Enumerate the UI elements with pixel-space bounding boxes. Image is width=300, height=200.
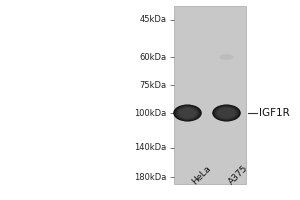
Ellipse shape <box>215 106 238 120</box>
Ellipse shape <box>215 106 238 120</box>
Bar <box>174 6 246 184</box>
Ellipse shape <box>179 108 196 118</box>
Ellipse shape <box>218 108 235 118</box>
Ellipse shape <box>216 107 237 119</box>
Text: 45kDa: 45kDa <box>140 16 166 24</box>
Ellipse shape <box>173 104 202 121</box>
Ellipse shape <box>219 54 234 60</box>
Ellipse shape <box>178 107 197 119</box>
Text: 75kDa: 75kDa <box>140 81 166 90</box>
Ellipse shape <box>177 106 198 120</box>
Text: A375: A375 <box>226 163 249 186</box>
Text: 140kDa: 140kDa <box>134 144 166 152</box>
Ellipse shape <box>180 108 195 118</box>
Ellipse shape <box>178 107 197 119</box>
Ellipse shape <box>213 105 240 121</box>
Ellipse shape <box>216 107 237 119</box>
Text: 100kDa: 100kDa <box>134 108 166 117</box>
Text: 60kDa: 60kDa <box>140 52 166 62</box>
Ellipse shape <box>179 108 196 118</box>
Text: 180kDa: 180kDa <box>134 172 166 182</box>
Text: IGF1R: IGF1R <box>260 108 290 118</box>
Ellipse shape <box>214 106 239 120</box>
Ellipse shape <box>176 106 200 120</box>
Ellipse shape <box>218 108 235 118</box>
Ellipse shape <box>212 104 241 121</box>
Ellipse shape <box>217 108 236 118</box>
Ellipse shape <box>217 107 236 119</box>
Ellipse shape <box>177 107 198 119</box>
Text: HeLa: HeLa <box>190 163 213 186</box>
Ellipse shape <box>174 105 201 121</box>
Ellipse shape <box>175 105 200 121</box>
Ellipse shape <box>214 105 239 121</box>
Ellipse shape <box>174 105 201 121</box>
Ellipse shape <box>176 106 199 120</box>
Ellipse shape <box>213 105 240 121</box>
